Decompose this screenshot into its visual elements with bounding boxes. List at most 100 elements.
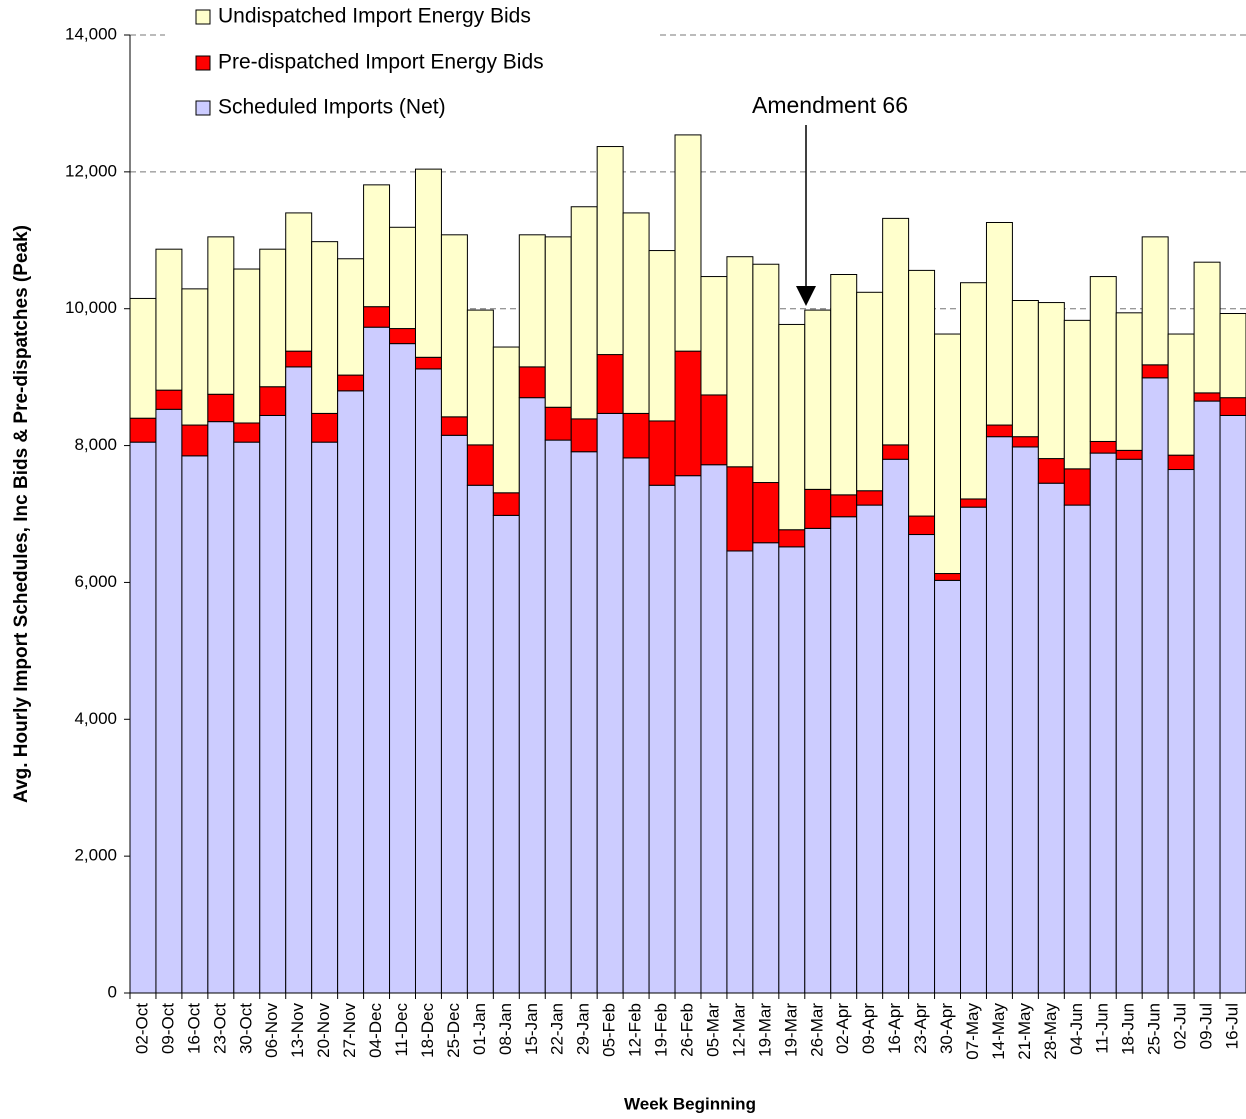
bar-segment	[389, 343, 416, 994]
x-tick-label: 26-Feb	[677, 1003, 696, 1057]
bar-segment	[1089, 276, 1117, 442]
bar-segment	[1115, 449, 1143, 460]
bar-segment	[830, 494, 858, 518]
bar-segment	[1141, 377, 1169, 994]
bar-segment	[570, 451, 598, 994]
x-tick-label: 02-Apr	[833, 1003, 852, 1054]
bar-segment	[1167, 469, 1195, 994]
y-axis-label: Avg. Hourly Import Schedules, Inc Bids &…	[11, 225, 32, 803]
bar-segment	[1115, 312, 1143, 451]
bar-segment	[726, 466, 754, 552]
bar-segment	[960, 506, 987, 994]
bar-segment	[544, 406, 572, 441]
bar-segment	[985, 221, 1013, 426]
bar-segment	[1011, 446, 1039, 994]
bar-segment	[1167, 454, 1195, 471]
bar-segment	[1063, 319, 1091, 470]
x-tick-label: 02-Oct	[132, 1003, 151, 1054]
bar-segment	[544, 439, 572, 994]
bar-segment	[830, 516, 858, 994]
bar-segment	[259, 414, 287, 994]
legend-swatch	[195, 55, 211, 71]
bar-segment	[1141, 364, 1169, 379]
bar-segment	[1037, 482, 1065, 994]
x-tick-label: 09-Apr	[859, 1003, 878, 1054]
bar-segment	[414, 356, 442, 370]
y-tick-label: 8,000	[74, 435, 117, 454]
bar-segment	[985, 436, 1013, 994]
y-tick-label: 2,000	[74, 846, 117, 865]
x-tick-label: 19-Mar	[781, 1003, 800, 1057]
bar-segment	[752, 542, 780, 994]
x-tick-label: 12-Feb	[626, 1003, 645, 1057]
x-tick-label: 08-Jan	[496, 1003, 515, 1055]
bar-segment	[622, 212, 650, 414]
bar-segment	[129, 417, 157, 443]
y-tick-label: 12,000	[65, 161, 117, 180]
bar-segment	[337, 374, 365, 392]
x-axis-label: Week Beginning	[624, 1094, 756, 1113]
bar-segment	[1219, 414, 1246, 994]
bar-segment	[752, 263, 780, 484]
bar-segment	[440, 234, 468, 418]
bar-segment	[129, 297, 157, 419]
bar-segment	[466, 444, 494, 486]
x-tick-label: 16-Jul	[1223, 1003, 1242, 1049]
x-tick-label: 22-Jan	[548, 1003, 567, 1055]
x-tick-label: 18-Jun	[1119, 1003, 1138, 1055]
bar-segment	[414, 168, 442, 358]
bar-segment	[726, 256, 754, 468]
bar-segment	[700, 276, 728, 396]
bar-segment	[856, 490, 884, 506]
bar-segment	[259, 248, 287, 388]
bar-segment	[830, 274, 858, 496]
annotation: Amendment 66	[752, 92, 908, 118]
x-tick-label: 04-Dec	[366, 1003, 385, 1058]
bar-segment	[804, 488, 832, 529]
x-tick-label: 04-Jun	[1067, 1003, 1086, 1055]
bar-segment	[207, 236, 235, 395]
x-tick-label: 23-Oct	[210, 1003, 229, 1054]
bar-segment	[518, 234, 546, 368]
bar-segment	[1219, 313, 1246, 399]
bar-segment	[492, 346, 520, 494]
bar-segment	[1115, 458, 1143, 994]
bar-segment	[285, 366, 313, 994]
x-tick-label: 13-Nov	[288, 1003, 307, 1058]
bar-segment	[181, 455, 209, 994]
bar-segment	[1063, 468, 1091, 506]
bar-segment	[700, 464, 728, 994]
bar-segment	[311, 441, 339, 994]
bar-segment	[285, 212, 313, 352]
bar-segment	[1037, 458, 1065, 484]
bar-segment	[233, 422, 261, 443]
bar-segment	[1037, 302, 1065, 460]
x-tick-label: 06-Nov	[262, 1003, 281, 1058]
bar-segment	[726, 550, 754, 994]
x-tick-label: 11-Dec	[392, 1003, 411, 1057]
bar-segment	[596, 146, 624, 356]
bar-segment	[570, 418, 598, 453]
x-tick-label: 19-Feb	[652, 1003, 671, 1057]
x-tick-label: 19-Mar	[755, 1003, 774, 1057]
x-tick-label: 12-Mar	[729, 1003, 748, 1057]
bar-segment	[674, 350, 702, 477]
bar-segment	[207, 393, 235, 423]
bar-segment	[363, 326, 391, 994]
bar-segment	[181, 288, 209, 426]
arrow-head	[796, 286, 816, 306]
bar-segment	[129, 441, 157, 994]
plot-area: 0 2,000 4,000 6,000 8,000 10,000 12,000 14,000 0…	[65, 0, 1246, 1060]
bar-segment	[337, 258, 365, 376]
bar-segment	[985, 424, 1013, 438]
bar-segment	[934, 573, 962, 581]
bar-segment	[1011, 300, 1039, 438]
bar-segment	[1011, 436, 1039, 448]
bar-segment	[648, 484, 676, 994]
bar-segment	[363, 306, 391, 328]
x-tick-label: 16-Oct	[184, 1003, 203, 1054]
x-tick-label: 28-May	[1041, 1003, 1060, 1060]
x-tick-label: 25-Jun	[1145, 1003, 1164, 1055]
x-tick-label: 27-Nov	[340, 1003, 359, 1058]
